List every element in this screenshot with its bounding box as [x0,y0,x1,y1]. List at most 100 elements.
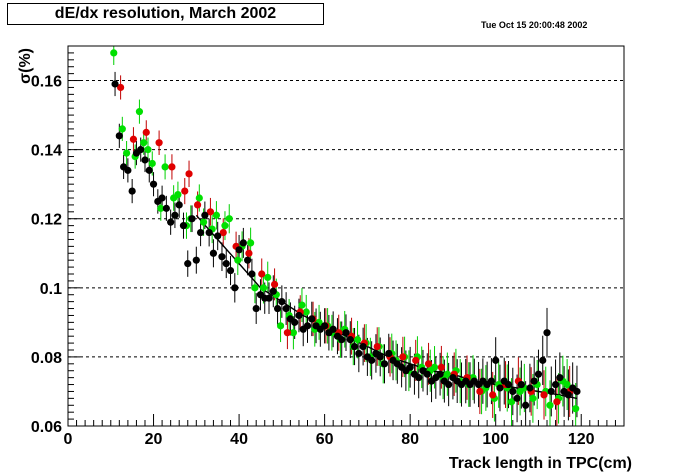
data-point-red [219,228,227,237]
y-tick-label: 0.1 [40,281,62,298]
data-point-black [376,353,384,361]
data-point-red [142,128,150,136]
data-point-red [437,363,445,371]
data-point-green [430,363,439,371]
data-point-red [129,135,138,143]
data-point-green [546,401,554,409]
data-point-black [496,384,504,392]
data-point-black [167,218,175,226]
x-tick-label: 20 [145,431,163,448]
data-point-black [145,166,153,174]
data-point-black [196,228,205,237]
data-point-red [424,360,433,368]
data-point-black [380,360,389,368]
data-point-red [206,208,215,216]
data-point-black [543,329,551,337]
data-point-black [355,349,363,358]
x-tick-label: 120 [568,431,595,448]
data-point-black [179,222,188,230]
data-point-green [122,149,131,157]
data-point-green [118,125,126,133]
data-point-black [201,211,209,219]
data-point-black [162,204,170,212]
data-point-green [247,239,255,247]
data-point-black [278,298,286,306]
data-point-green [572,405,580,413]
data-point-black [111,80,119,88]
data-point-black [346,336,354,344]
data-point-black [273,304,282,313]
chart-title: dE/dx resolution, March 2002 [7,3,324,25]
data-point-black [244,256,252,264]
data-point-black [385,349,393,358]
data-point-black [252,304,260,313]
data-point-black [492,356,500,364]
data-point-black [192,256,200,264]
data-point-black [171,211,179,219]
data-point-red [245,249,253,257]
data-point-red [193,201,202,209]
data-point-green [199,218,208,226]
x-tick-label: 0 [64,431,73,448]
data-point-black [226,266,235,275]
data-point-black [218,253,226,261]
y-tick-label: 0.12 [31,212,62,229]
data-point-green [563,380,571,389]
data-point-black [291,318,299,326]
data-point-black [239,239,247,247]
data-point-black [141,156,149,164]
data-point-green [234,256,242,264]
data-point-green [298,301,306,309]
data-point-black [188,215,196,223]
data-point-black [522,401,530,409]
data-point-black [175,201,183,209]
y-axis-label: σ(%) [17,48,34,84]
data-point-black [406,363,414,371]
data-point-black [350,342,359,351]
data-point-green [161,163,169,171]
data-point-green [148,159,156,168]
data-point-red [181,187,189,195]
data-point-black [308,315,316,323]
data-point-green [110,49,118,57]
data-point-red [117,83,125,92]
data-point-green [225,215,233,223]
data-point-red [476,387,484,396]
data-points [110,49,581,413]
x-tick-label: 80 [401,431,419,448]
data-point-black [115,132,123,140]
data-point-green [251,284,259,292]
data-point-red [258,270,266,278]
data-point-green [157,204,165,212]
x-axis-ticks: 0 20 40 60 80 100 120 [64,414,625,448]
data-point-black [235,246,243,254]
data-point-black [222,260,230,268]
data-point-green [264,273,272,282]
data-point-black [556,374,564,382]
data-point-green [507,398,516,406]
data-point-green [144,146,152,154]
data-point-black [359,342,367,351]
data-point-red [185,170,193,178]
data-point-green [195,194,203,202]
data-point-red [553,398,561,406]
data-point-red [399,353,407,361]
data-point-black [248,270,256,278]
data-point-black [269,287,277,295]
x-tick-label: 60 [316,431,334,448]
data-point-black [149,180,158,188]
data-point-black [342,329,350,337]
data-point-black [547,387,555,396]
data-point-green [353,336,362,344]
data-point-black [368,356,376,364]
data-point-green [529,394,537,402]
data-point-green [259,284,268,292]
data-point-black [338,336,346,344]
data-point-black [321,322,329,330]
data-point-black [158,194,166,202]
data-point-black [128,187,136,195]
data-point-black [436,370,444,378]
data-point-black [205,228,213,237]
x-axis-label: Track length in TPC(cm) [449,455,632,472]
